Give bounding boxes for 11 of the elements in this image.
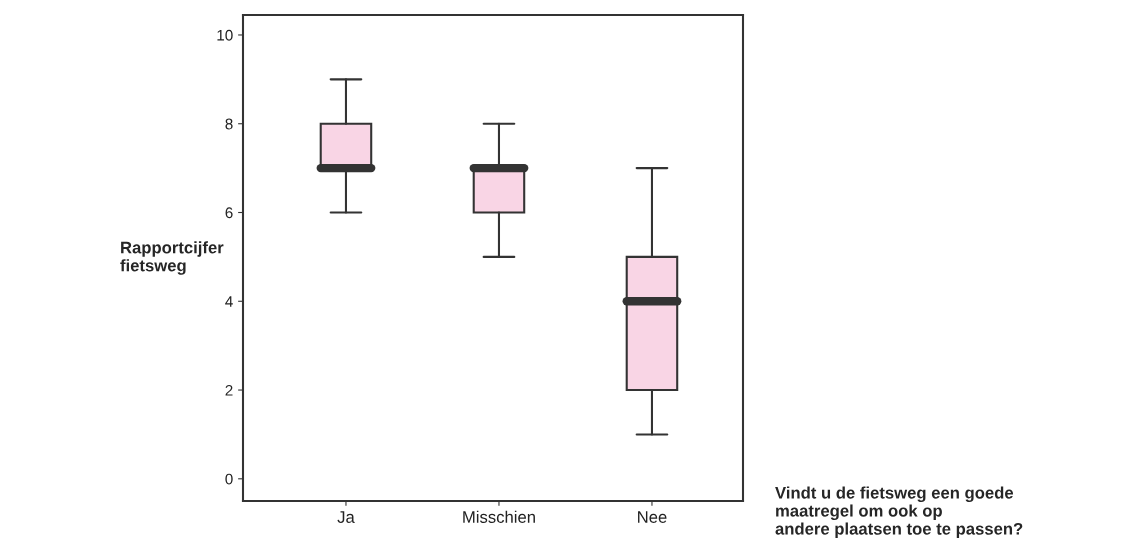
y-tick-label: 6 — [225, 207, 233, 219]
y-tick-label: 2 — [225, 384, 233, 396]
x-tick-label: Nee — [638, 511, 667, 523]
y-tick-label: 10 — [217, 29, 233, 41]
x-axis-title: Vindt u de fietsweg een goede maatregel om ook op andere plaatsen toe te passen? — [775, 486, 1023, 539]
y-tick-label: 4 — [225, 296, 233, 307]
x-tick-label: Ja — [337, 511, 355, 523]
y-tick-label: 8 — [225, 118, 233, 130]
y-tick-label: 0 — [225, 473, 233, 485]
y-axis-title: Rapportcijfer fietsweg — [120, 241, 224, 275]
x-tick-label: Misschien — [463, 510, 535, 523]
